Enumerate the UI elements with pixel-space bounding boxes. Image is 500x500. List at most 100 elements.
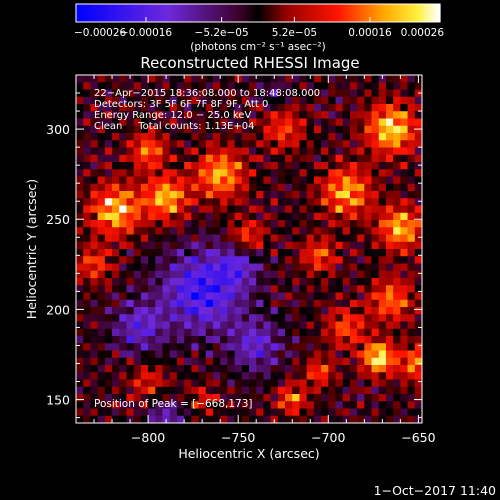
heatmap-cell [321,299,329,308]
heatmap-cell [140,321,149,330]
heatmap-cell [241,314,250,322]
heatmap-cell [205,292,214,301]
heatmap-cell [364,212,372,221]
heatmap-cell [277,241,286,250]
heatmap-cell [97,270,106,279]
heatmap-cell [119,321,127,330]
heatmap-cell [176,386,185,395]
colorbar-cell [208,4,211,22]
heatmap-cell [328,176,336,185]
heatmap-cell [414,154,423,163]
heatmap-cell [313,234,322,243]
colorbar-cell [154,4,157,22]
heatmap-cell [112,336,120,344]
heatmap-cell [162,386,171,395]
heatmap-cell [385,365,394,373]
heatmap-cell [90,328,99,337]
heatmap-cell [198,220,207,228]
heatmap-cell [357,394,365,402]
heatmap-cell [292,336,300,344]
heatmap-cell [126,263,135,272]
heatmap-cell [364,96,372,105]
heatmap-cell [342,372,351,380]
heatmap-cell [256,372,264,380]
heatmap-cell [378,118,387,127]
heatmap-cell [205,191,214,199]
heatmap-cell [407,415,416,424]
heatmap-cell [414,357,423,366]
heatmap-cell [205,401,214,409]
heatmap-cell [342,256,351,264]
heatmap-cell [119,234,127,243]
heatmap-cell [292,89,300,98]
heatmap-cell [292,104,300,112]
heatmap-cell [227,147,235,156]
heatmap-cell [328,205,336,214]
heatmap-cell [270,96,279,105]
heatmap-cell [126,372,135,380]
heatmap-cell [191,198,199,206]
heatmap-cell [277,183,286,192]
heatmap-cell [126,191,135,199]
heatmap-cell [97,343,106,351]
colorbar-cell [280,4,283,22]
heatmap-cell [90,299,99,308]
heatmap-cell [256,256,264,264]
heatmap-cell [126,104,135,112]
heatmap-cell [198,350,207,359]
heatmap-cell [148,336,156,344]
heatmap-cell [83,336,91,344]
colorbar-cell [320,4,323,22]
heatmap-cell [313,162,322,170]
colorbar-cell [286,4,289,22]
heatmap-cell [184,234,192,243]
heatmap-cell [184,140,192,148]
heatmap-cell [148,365,156,373]
heatmap-cell [321,212,329,221]
heatmap-cell [191,278,199,286]
heatmap-cell [277,299,286,308]
heatmap-cell [90,350,99,359]
heatmap-cell [357,263,365,272]
colorbar-cell [278,4,281,22]
heatmap-cell [364,379,372,388]
heatmap-cell [263,118,272,127]
heatmap-cell [176,408,185,417]
colorbar-cell [264,4,267,22]
heatmap-cell [176,118,185,127]
heatmap-cell [263,270,272,279]
colorbar-unit-label: (photons cm⁻² s⁻¹ asec⁻²) [190,41,325,53]
heatmap-cell [256,328,264,337]
heatmap-cell [335,328,344,337]
heatmap-cell [148,75,156,83]
heatmap-cell [306,104,315,112]
heatmap-cell [357,365,365,373]
heatmap-cell [112,278,120,286]
heatmap-cell [83,118,91,127]
heatmap-cell [249,176,257,185]
heatmap-cell [385,314,394,322]
heatmap-cell [83,125,91,134]
heatmap-cell [335,96,344,105]
colorbar-cell [352,4,355,22]
heatmap-cell [400,408,408,417]
colorbar-cell [410,4,413,22]
heatmap-cell [220,415,228,424]
colorbar-cell [174,4,177,22]
heatmap-cell [212,212,221,221]
heatmap-cell [349,220,358,228]
heatmap-cell [313,415,322,424]
heatmap-cell [400,278,408,286]
heatmap-cell [126,394,135,402]
heatmap-cell [378,299,387,308]
heatmap-cell [285,198,293,206]
heatmap-cell [393,336,401,344]
heatmap-cell [249,328,257,337]
heatmap-cell [249,256,257,264]
heatmap-cell [220,285,228,293]
heatmap-cell [227,104,235,112]
heatmap-cell [176,365,185,373]
heatmap-cell [155,104,163,112]
heatmap-cell [176,89,185,98]
heatmap-cell [357,415,365,424]
